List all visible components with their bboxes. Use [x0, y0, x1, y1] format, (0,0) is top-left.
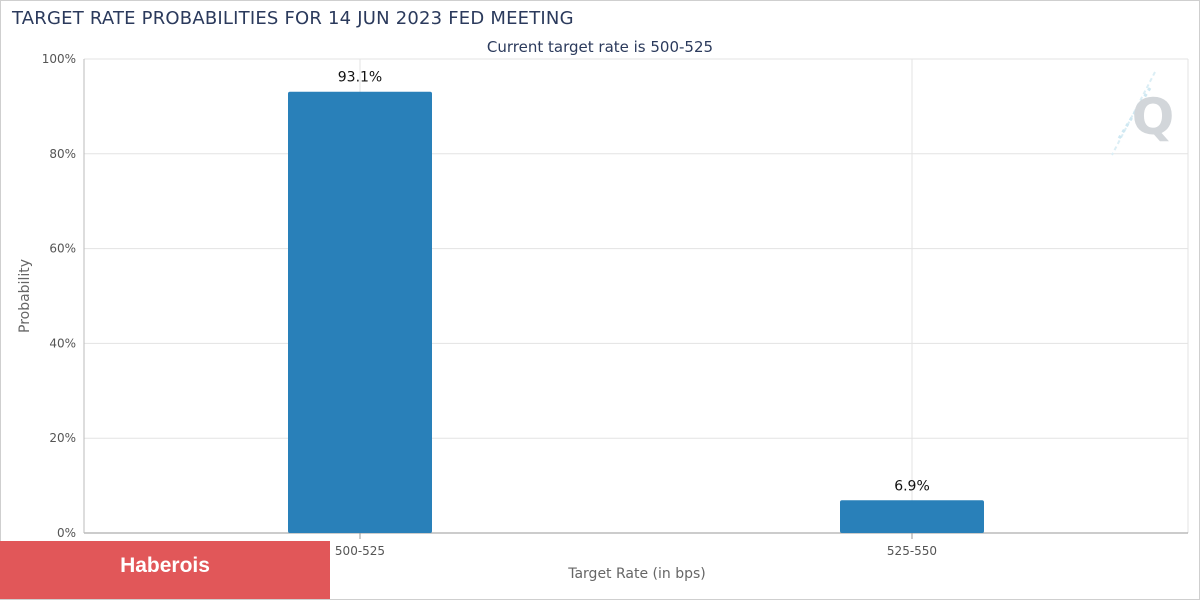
bar [288, 91, 432, 534]
y-tick-label: 0% [57, 526, 76, 540]
x-tick-label: 500-525 [335, 544, 385, 558]
axes [83, 59, 1188, 539]
gridlines [84, 58, 1189, 533]
y-tick-label: 100% [42, 52, 76, 66]
y-tick-label: 20% [49, 431, 76, 445]
watermark-text: Haberois [120, 554, 210, 577]
x-tick-label: 525-550 [887, 544, 937, 558]
bar-value-label: 93.1% [338, 70, 382, 86]
chart-subtitle: Current target rate is 500-525 [486, 38, 714, 56]
y-axis-title: Probability [17, 259, 33, 333]
watermark-banner: Haberois [0, 541, 330, 599]
q-logo-icon: Q [1111, 71, 1175, 156]
y-tick-label: 80% [49, 147, 76, 161]
chart-title: TARGET RATE PROBABILITIES FOR 14 JUN 202… [12, 8, 574, 29]
logo-letter: Q [1132, 88, 1175, 146]
y-tick-label: 60% [49, 242, 76, 256]
x-axis-title: Target Rate (in bps) [567, 566, 706, 582]
bar-value-label: 6.9% [894, 478, 930, 494]
y-tick-label: 40% [49, 336, 76, 350]
labels: 0% 20% 40% 60% 80% 100% 93.1% 500-525 6.9% 525-55… [42, 52, 937, 558]
bars [288, 91, 984, 534]
bar [840, 500, 984, 533]
